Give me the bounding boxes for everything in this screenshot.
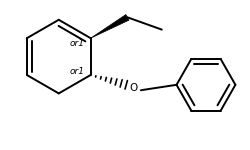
Text: O: O <box>130 83 138 93</box>
Text: or1: or1 <box>70 67 85 76</box>
Text: or1: or1 <box>70 39 85 48</box>
Polygon shape <box>91 15 129 38</box>
